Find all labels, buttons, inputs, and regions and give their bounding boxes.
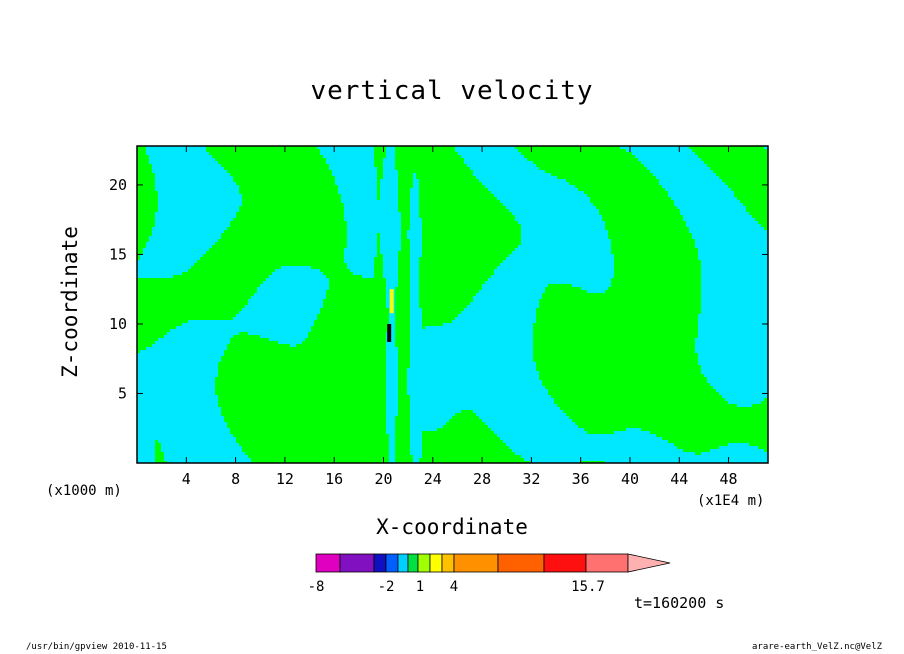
y-tick-label: 10 [109, 315, 127, 333]
negative-region [137, 146, 768, 463]
chart-title: vertical velocity [310, 76, 594, 106]
colorbar-segment [417, 553, 431, 573]
y-tick-label: 5 [118, 384, 127, 402]
y-axis-label: Z-coordinate [58, 226, 82, 378]
x-tick-label: 40 [621, 470, 639, 488]
colorbar-segment [407, 553, 419, 573]
colorbar-segment [543, 553, 587, 573]
colorbar-segment [385, 553, 399, 573]
colorbar-label: -2 [378, 579, 395, 595]
colorbar-segment [441, 553, 455, 573]
colorbar-segment [339, 553, 375, 573]
x-axis-label: X-coordinate [376, 515, 528, 539]
y-axis: 5 10 15 20 [109, 176, 768, 402]
colorbar-segment [453, 553, 499, 573]
y-tick-label: 20 [109, 176, 127, 194]
colorbar-label: 4 [450, 579, 458, 595]
colorbar-label: -8 [308, 579, 325, 595]
colorbar-label: 1 [416, 579, 424, 595]
x-tick-label: 28 [473, 470, 491, 488]
plot-frame [136, 145, 769, 464]
x-scale-right-label: (x1E4 m) [697, 493, 765, 509]
colorbar-segment [397, 553, 409, 573]
updraft-core-dark [387, 323, 392, 342]
x-tick-label: 4 [182, 470, 191, 488]
x-scale-left-label: (x1000 m) [46, 483, 122, 499]
colorbar-segment [497, 553, 545, 573]
x-tick-label: 16 [325, 470, 343, 488]
colorbar-segment [315, 553, 341, 573]
x-tick-label: 48 [720, 470, 738, 488]
x-tick-label: 44 [670, 470, 688, 488]
x-tick-label: 20 [374, 470, 392, 488]
colorbar-segment [585, 553, 629, 573]
updraft-core-yellow [389, 289, 394, 314]
footer-file-variable: arare-earth_VelZ.nc@VelZ [752, 642, 883, 652]
colorbar-segment [373, 553, 387, 573]
x-tick-label: 24 [424, 470, 442, 488]
plot-area [137, 146, 768, 463]
colorbar: -8 -2 1 4 15.7 [308, 553, 671, 595]
x-tick-label: 36 [572, 470, 590, 488]
x-axis: 4 8 12 16 20 24 28 32 36 40 44 48 [182, 146, 738, 488]
x-tick-label: 12 [276, 470, 294, 488]
y-tick-label: 15 [109, 245, 127, 263]
time-label: t=160200 s [634, 594, 725, 612]
colorbar-label: 15.7 [571, 579, 605, 595]
x-tick-label: 8 [231, 470, 240, 488]
footer-program-date: /usr/bin/gpview 2010-11-15 [26, 642, 167, 652]
colorbar-extension-arrow [627, 553, 671, 573]
x-tick-label: 32 [522, 470, 540, 488]
colorbar-segment [429, 553, 443, 573]
